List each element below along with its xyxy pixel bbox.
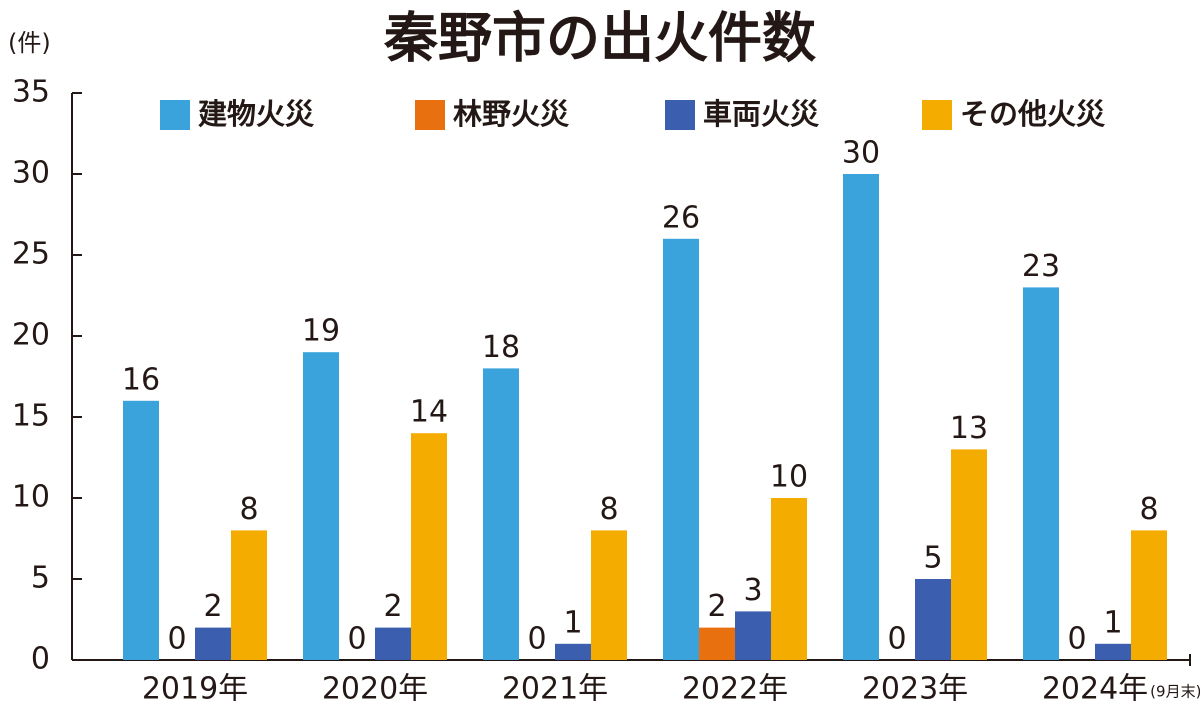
bar (1131, 530, 1167, 660)
value-label: 13 (950, 411, 988, 446)
legend-swatch (415, 100, 445, 130)
value-label: 0 (887, 622, 906, 657)
legend-swatch (922, 100, 952, 130)
value-label: 8 (599, 492, 618, 527)
value-label: 8 (1139, 492, 1158, 527)
bar (303, 352, 339, 660)
bar (663, 238, 699, 661)
bar (915, 579, 951, 660)
value-label: 26 (662, 200, 700, 235)
bar (195, 627, 231, 660)
bar (843, 174, 879, 660)
bar (231, 530, 267, 660)
y-tick-label: 35 (12, 75, 50, 110)
y-tick-label: 20 (12, 318, 50, 353)
bar (699, 627, 735, 660)
value-label: 18 (482, 330, 520, 365)
value-label: 0 (347, 622, 366, 657)
value-label: 2 (383, 589, 402, 624)
bar (375, 627, 411, 660)
value-label: 2 (203, 589, 222, 624)
value-label: 16 (122, 362, 160, 397)
x-tick-label: 2020年 (322, 672, 428, 707)
y-tick-label: 30 (12, 156, 50, 191)
legend-swatch (665, 100, 695, 130)
value-label: 30 (842, 136, 880, 171)
bar (735, 611, 771, 660)
legend-swatch (160, 100, 190, 130)
value-label: 2 (707, 589, 726, 624)
value-label: 5 (923, 541, 942, 576)
chart-title: 秦野市の出火件数 (383, 7, 816, 70)
bar (1095, 643, 1131, 660)
legend-label: 車両火災 (703, 97, 820, 131)
bar (1023, 287, 1059, 660)
value-label: 0 (1067, 622, 1086, 657)
value-label: 1 (1103, 605, 1122, 640)
value-label: 3 (743, 573, 762, 608)
x-tick-label: 2021年 (502, 672, 608, 707)
value-label: 8 (239, 492, 258, 527)
x-tick-label: 2019年 (142, 672, 248, 707)
y-tick-label: 0 (31, 642, 50, 677)
x-tick-label: 2022年 (682, 672, 788, 707)
legend-label: 建物火災 (198, 97, 315, 131)
bar (483, 368, 519, 660)
value-label: 19 (302, 314, 340, 349)
value-label: 23 (1022, 249, 1060, 284)
bar (555, 643, 591, 660)
value-label: 1 (563, 605, 582, 640)
value-label: 14 (410, 395, 448, 430)
value-label: 0 (527, 622, 546, 657)
y-tick-label: 10 (12, 480, 50, 515)
x-tick-label: 2023年 (862, 672, 968, 707)
y-tick-label: 5 (31, 561, 50, 596)
bar (951, 449, 987, 660)
y-tick-label: 15 (12, 399, 50, 434)
value-label: 0 (167, 622, 186, 657)
bar (411, 433, 447, 660)
bar (771, 498, 807, 660)
value-label: 10 (770, 460, 808, 495)
legend-label: その他火災 (960, 97, 1106, 131)
legend-label: 林野火災 (453, 97, 570, 131)
bar (123, 400, 159, 660)
y-axis-label: (件) (8, 29, 51, 57)
x-tick-note: (9月末) (1150, 683, 1200, 701)
bar (591, 530, 627, 660)
x-tick-label: 2024年 (1042, 672, 1148, 707)
y-tick-label: 25 (12, 237, 50, 272)
